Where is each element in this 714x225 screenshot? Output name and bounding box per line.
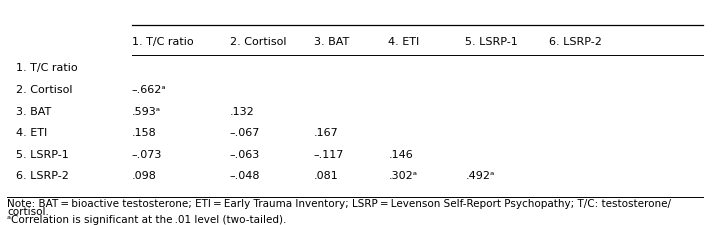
Text: 4. ETI: 4. ETI bbox=[16, 128, 47, 138]
Text: .167: .167 bbox=[313, 128, 338, 138]
Text: .146: .146 bbox=[388, 150, 413, 160]
Text: Note: BAT = bioactive testosterone; ETI = Early Trauma Inventory; LSRP = Levenso: Note: BAT = bioactive testosterone; ETI … bbox=[7, 199, 671, 209]
Text: –.117: –.117 bbox=[313, 150, 344, 160]
Text: 4. ETI: 4. ETI bbox=[388, 37, 420, 47]
Text: .593ᵃ: .593ᵃ bbox=[131, 107, 161, 117]
Text: .132: .132 bbox=[230, 107, 254, 117]
Text: 3. BAT: 3. BAT bbox=[16, 107, 51, 117]
Text: –.662ᵃ: –.662ᵃ bbox=[131, 85, 166, 95]
Text: .098: .098 bbox=[131, 171, 156, 181]
Text: 6. LSRP-2: 6. LSRP-2 bbox=[16, 171, 69, 181]
Text: –.067: –.067 bbox=[230, 128, 260, 138]
Text: 1. T/C ratio: 1. T/C ratio bbox=[16, 63, 77, 73]
Text: –.073: –.073 bbox=[131, 150, 162, 160]
Text: cortisol.: cortisol. bbox=[7, 207, 49, 217]
Text: ᵃCorrelation is significant at the .01 level (two-tailed).: ᵃCorrelation is significant at the .01 l… bbox=[7, 215, 286, 225]
Text: .302ᵃ: .302ᵃ bbox=[388, 171, 418, 181]
Text: 2. Cortisol: 2. Cortisol bbox=[230, 37, 286, 47]
Text: 3. BAT: 3. BAT bbox=[313, 37, 349, 47]
Text: .492ᵃ: .492ᵃ bbox=[466, 171, 495, 181]
Text: –.048: –.048 bbox=[230, 171, 260, 181]
Text: 6. LSRP-2: 6. LSRP-2 bbox=[550, 37, 603, 47]
Text: 5. LSRP-1: 5. LSRP-1 bbox=[466, 37, 518, 47]
Text: .081: .081 bbox=[313, 171, 338, 181]
Text: 1. T/C ratio: 1. T/C ratio bbox=[131, 37, 193, 47]
Text: –.063: –.063 bbox=[230, 150, 260, 160]
Text: .158: .158 bbox=[131, 128, 156, 138]
Text: 5. LSRP-1: 5. LSRP-1 bbox=[16, 150, 69, 160]
Text: 2. Cortisol: 2. Cortisol bbox=[16, 85, 72, 95]
